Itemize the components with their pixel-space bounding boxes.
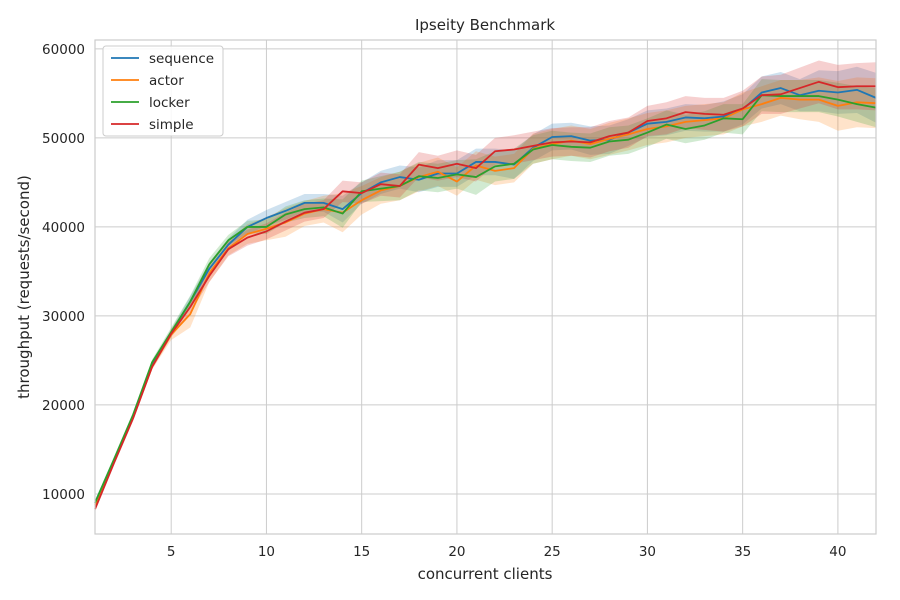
x-axis-label: concurrent clients xyxy=(418,565,553,583)
band-sequence xyxy=(95,66,876,506)
legend-label-sequence: sequence xyxy=(149,51,214,67)
band-simple xyxy=(95,60,876,512)
line-locker xyxy=(94,94,877,504)
y-tick-labels: 10000 20000 30000 40000 50000 60000 xyxy=(42,42,85,503)
y-tick-label: 60000 xyxy=(42,42,85,58)
x-tick-label: 40 xyxy=(829,544,846,560)
confidence-bands xyxy=(95,60,876,512)
grid-lines xyxy=(95,40,876,534)
legend-box xyxy=(102,45,224,137)
x-tick-label: 5 xyxy=(167,544,176,560)
legend-label-actor: actor xyxy=(149,73,184,89)
y-axis-label: throughput (requests/second) xyxy=(15,175,33,399)
y-tick-label: 30000 xyxy=(42,309,85,325)
x-tick-label: 15 xyxy=(353,544,370,560)
y-tick-label: 40000 xyxy=(42,220,85,236)
x-tick-label: 30 xyxy=(639,544,656,560)
x-tick-label: 25 xyxy=(544,544,561,560)
plot-frame xyxy=(94,39,877,535)
x-tick-label: 35 xyxy=(734,544,751,560)
legend-label-locker: locker xyxy=(149,95,190,111)
y-tick-label: 20000 xyxy=(42,398,85,414)
x-tick-label: 20 xyxy=(448,544,465,560)
legend-label-simple: simple xyxy=(149,117,194,133)
series-lines xyxy=(94,80,877,510)
line-simple xyxy=(94,80,876,510)
x-tick-labels: 5 10 15 20 25 30 35 40 xyxy=(167,544,847,560)
y-tick-label: 50000 xyxy=(42,131,85,147)
y-tick-label: 10000 xyxy=(42,487,85,503)
x-tick-label: 10 xyxy=(258,544,275,560)
band-locker xyxy=(95,79,876,506)
band-actor xyxy=(95,77,876,508)
legend: sequence actor locker simple xyxy=(102,45,224,137)
chart-title: Ipseity Benchmark xyxy=(415,16,555,34)
